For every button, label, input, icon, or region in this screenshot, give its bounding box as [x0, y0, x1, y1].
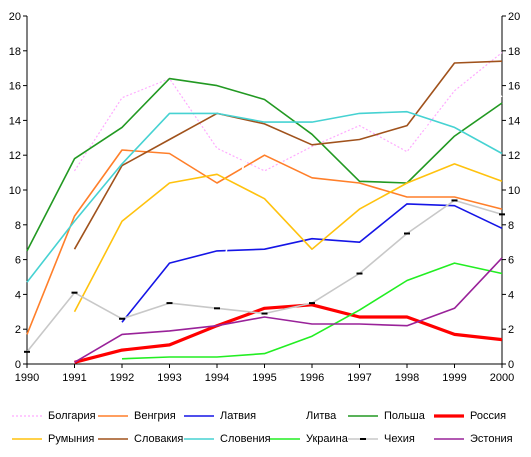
legend-swatch — [184, 415, 214, 417]
legend-swatch — [98, 415, 128, 417]
series-Украина-line — [121, 262, 503, 360]
chart-axes: 0 0 2 2 4 4 6 6 8 8 10 10 12 12 14 14 16 16 18 18 20 20 1990 19… — [9, 11, 521, 384]
series-Литва-line — [74, 58, 503, 360]
legend-label: Украина — [306, 433, 348, 445]
y-tick-label-left: 20 — [9, 11, 21, 23]
series-Болгария-line — [73, 52, 503, 172]
legend-label: Словакия — [134, 433, 184, 445]
legend-swatch — [270, 438, 300, 440]
chart-series — [24, 52, 505, 364]
y-tick-label-left: 10 — [9, 185, 21, 197]
y-tick-label-left: 2 — [15, 324, 21, 336]
series-Латвия-line — [121, 203, 503, 323]
y-tick-label-right: 20 — [508, 11, 520, 23]
legend-swatch — [12, 438, 42, 440]
legend-label: Венгрия — [134, 410, 176, 422]
x-tick-label: 1993 — [157, 372, 181, 384]
legend-swatch — [434, 414, 464, 418]
legend-swatch — [98, 438, 128, 440]
chart-legend: Болгария Венгрия Латвия Литва Польша Россия Ру… — [0, 400, 531, 457]
x-tick-label: 1998 — [395, 372, 419, 384]
legend-swatch — [434, 438, 464, 440]
series-Румыния-line — [73, 163, 503, 313]
legend-label: Эстония — [470, 433, 513, 445]
y-tick-label-right: 0 — [508, 359, 514, 371]
x-tick-label: 1997 — [347, 372, 371, 384]
y-tick-label-right: 12 — [508, 150, 520, 162]
y-tick-label-right: 10 — [508, 185, 520, 197]
legend-label: Словения — [220, 433, 271, 445]
x-tick-label: 1994 — [205, 372, 229, 384]
y-tick-label-right: 2 — [508, 324, 514, 336]
y-tick-label-left: 16 — [9, 81, 21, 93]
y-tick-label-left: 6 — [15, 255, 21, 267]
legend-swatch — [348, 415, 378, 417]
y-tick-label-left: 12 — [9, 150, 21, 162]
x-tick-label: 1991 — [62, 372, 86, 384]
series-Словения-line — [26, 110, 503, 283]
y-tick-label-left: 4 — [15, 289, 21, 301]
y-tick-label-left: 18 — [9, 46, 21, 58]
x-tick-label: 1990 — [15, 372, 39, 384]
x-tick-label: 1995 — [252, 372, 276, 384]
y-tick-label-right: 6 — [508, 255, 514, 267]
x-tick-label: 1996 — [300, 372, 324, 384]
y-tick-label-right: 4 — [508, 289, 514, 301]
legend-swatch — [12, 415, 42, 417]
y-tick-label-right: 18 — [508, 46, 520, 58]
series-Чехия-line — [26, 199, 503, 353]
legend-label: Румыния — [48, 433, 95, 445]
legend-label: Польша — [384, 410, 425, 422]
y-tick-label-left: 14 — [9, 115, 21, 127]
series-Эстония-line — [74, 257, 503, 363]
legend-label: Литва — [306, 410, 337, 422]
legend-label: Латвия — [220, 410, 257, 422]
y-tick-label-right: 14 — [508, 115, 520, 127]
series-Венгрия-line — [26, 149, 503, 335]
y-tick-label-left: 0 — [15, 359, 21, 371]
series-Словакия-line — [73, 60, 503, 250]
series-Россия-line — [74, 303, 503, 364]
legend-swatch — [184, 438, 214, 440]
y-tick-label-right: 8 — [508, 220, 514, 232]
x-tick-label: 1999 — [442, 372, 466, 384]
x-tick-label: 2000 — [490, 372, 514, 384]
legend-swatch — [348, 438, 378, 440]
legend-label: Болгария — [48, 410, 96, 422]
legend-label: Чехия — [384, 433, 415, 445]
y-tick-label-right: 16 — [508, 81, 520, 93]
legend-swatch — [270, 415, 300, 417]
series-Польша-line — [26, 77, 503, 252]
legend-label: Россия — [470, 410, 507, 422]
y-tick-label-left: 8 — [15, 220, 21, 232]
x-tick-label: 1992 — [110, 372, 134, 384]
